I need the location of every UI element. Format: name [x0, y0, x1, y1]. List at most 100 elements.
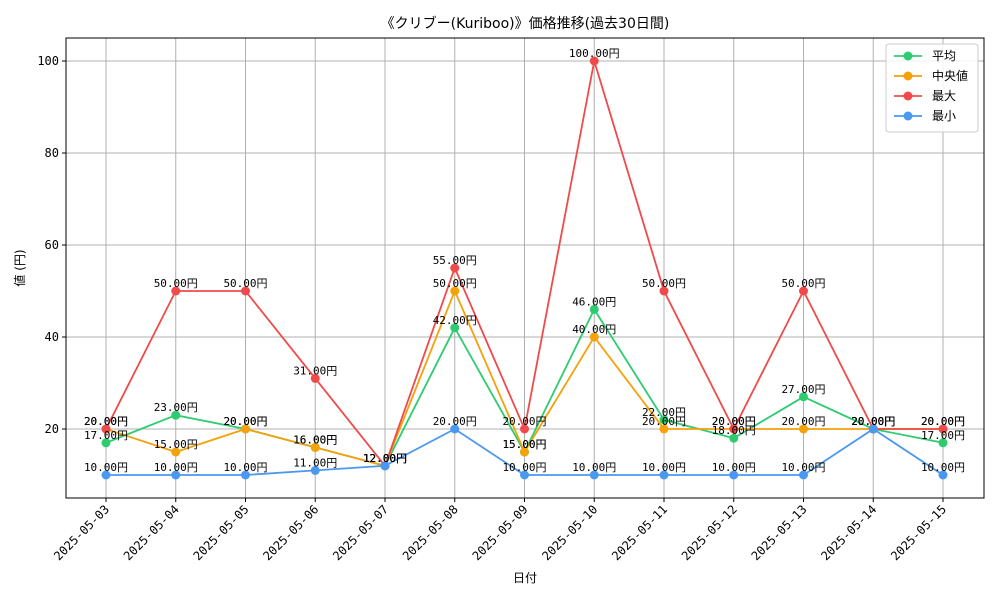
data-point [799, 470, 808, 480]
legend-swatch-marker [903, 111, 913, 121]
data-point [310, 373, 320, 383]
data-point [589, 470, 599, 480]
data-label: 15.00円 [502, 438, 546, 451]
data-label: 20.00円 [642, 415, 686, 428]
data-label: 20.00円 [84, 415, 128, 428]
data-point [799, 424, 808, 434]
data-label: 16.00円 [293, 433, 337, 446]
data-label: 20.00円 [712, 415, 756, 428]
y-tick-label: 40 [45, 330, 59, 344]
data-point [171, 470, 181, 480]
data-label: 20.00円 [851, 415, 895, 428]
data-label: 12.00円 [363, 452, 407, 465]
data-point [938, 424, 948, 434]
y-tick-label: 100 [37, 54, 59, 68]
data-label: 17.00円 [921, 429, 965, 442]
data-point [241, 470, 250, 480]
data-point [241, 286, 250, 296]
data-label: 50.00円 [154, 277, 198, 290]
legend-label: 最小 [932, 109, 956, 123]
data-label: 23.00円 [154, 401, 198, 414]
x-tick-label: 2025-05-15 [888, 502, 949, 563]
data-point [450, 286, 460, 296]
data-label: 10.00円 [223, 461, 267, 474]
data-label: 10.00円 [781, 461, 825, 474]
data-label: 20.00円 [84, 415, 128, 428]
data-point [799, 286, 808, 296]
chart-title: 《クリブー(Kuriboo)》価格推移(過去30日間) [381, 15, 670, 32]
data-point [799, 392, 808, 402]
x-tick-label: 2025-05-10 [539, 502, 600, 563]
data-point [659, 470, 669, 480]
data-point [101, 438, 111, 448]
y-axis-label: 値 (円) [12, 249, 27, 286]
data-label: 10.00円 [572, 461, 616, 474]
data-label: 20.00円 [921, 415, 965, 428]
legend-label: 最大 [932, 89, 956, 103]
data-point [101, 424, 111, 434]
y-tick-label: 80 [45, 146, 59, 160]
data-label: 10.00円 [712, 461, 756, 474]
legend-swatch-marker [903, 51, 913, 61]
data-label: 50.00円 [223, 277, 267, 290]
data-point [520, 424, 529, 434]
legend-label: 中央値 [932, 68, 968, 83]
data-label: 10.00円 [921, 461, 965, 474]
data-label: 20.00円 [851, 415, 895, 428]
data-label: 10.00円 [154, 461, 198, 474]
data-point [659, 286, 669, 296]
data-label: 12.00円 [363, 452, 407, 465]
data-point [450, 263, 460, 273]
data-label: 17.00円 [84, 429, 128, 442]
x-tick-label: 2025-05-13 [749, 502, 810, 563]
data-point [310, 465, 320, 475]
data-label: 100.00円 [569, 47, 620, 60]
legend-swatch-marker [903, 71, 913, 81]
data-label: 16.00円 [293, 433, 337, 446]
data-point [938, 438, 948, 448]
data-label: 20.00円 [851, 415, 895, 428]
data-point [450, 323, 460, 333]
data-label: 20.00円 [433, 415, 477, 428]
x-tick-label: 2025-05-05 [191, 502, 252, 563]
x-tick-label: 2025-05-08 [400, 502, 461, 563]
data-label: 27.00円 [781, 383, 825, 396]
data-label: 12.00円 [363, 452, 407, 465]
series-layer [101, 56, 948, 480]
data-label: 15.00円 [154, 438, 198, 451]
data-label: 42.00円 [433, 314, 477, 327]
data-point [380, 461, 390, 471]
data-label: 40.00円 [572, 323, 616, 336]
x-axis-label: 日付 [513, 571, 537, 585]
data-point [729, 433, 739, 443]
legend-box [885, 43, 979, 133]
data-label: 50.00円 [642, 277, 686, 290]
data-label: 20.00円 [712, 415, 756, 428]
data-point [868, 424, 878, 434]
data-point [659, 415, 669, 425]
data-label: 22.00円 [642, 406, 686, 419]
data-label: 20.00円 [502, 415, 546, 428]
data-label: 10.00円 [502, 461, 546, 474]
data-label: 10.00円 [642, 461, 686, 474]
data-point [938, 470, 948, 480]
data-label: 18.00円 [712, 424, 756, 437]
data-label: 12.00円 [363, 452, 407, 465]
data-point [729, 470, 739, 480]
data-point [310, 442, 320, 452]
data-label: 46.00円 [572, 295, 616, 308]
data-point [171, 410, 181, 420]
data-label: 15.00円 [502, 438, 546, 451]
data-label: 50.00円 [433, 277, 477, 290]
data-label: 20.00円 [921, 415, 965, 428]
data-label: 20.00円 [223, 415, 267, 428]
x-tick-label: 2025-05-12 [679, 502, 740, 563]
data-point [520, 470, 529, 480]
y-tick-label: 60 [45, 238, 59, 252]
y-tick-label: 20 [45, 422, 59, 436]
data-point [241, 424, 250, 434]
data-point [589, 332, 599, 342]
x-tick-label: 2025-05-09 [470, 502, 531, 563]
